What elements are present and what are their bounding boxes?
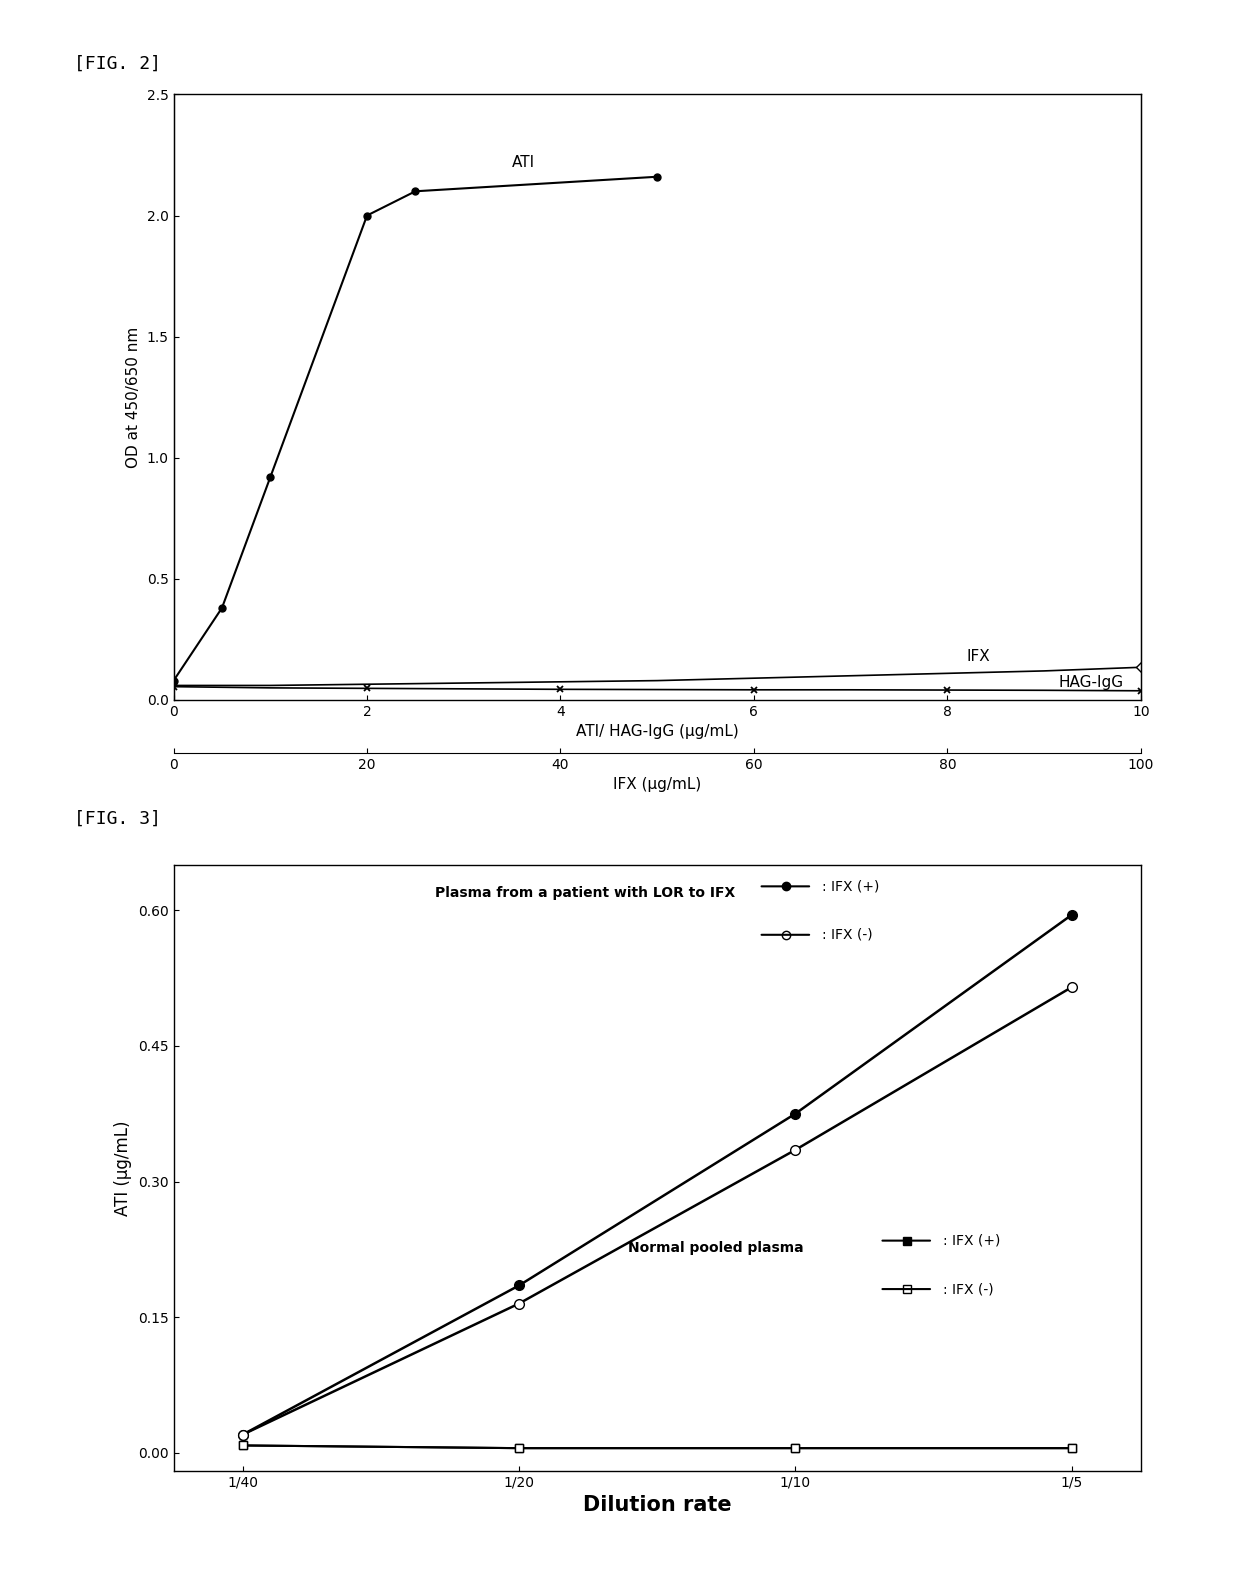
Text: HAG-IgG: HAG-IgG <box>1059 675 1123 689</box>
Y-axis label: OD at 450/650 nm: OD at 450/650 nm <box>126 327 141 467</box>
X-axis label: Dilution rate: Dilution rate <box>583 1496 732 1515</box>
Text: : IFX (+): : IFX (+) <box>942 1233 999 1247</box>
X-axis label: IFX (μg/mL): IFX (μg/mL) <box>613 777 702 793</box>
Text: [FIG. 3]: [FIG. 3] <box>74 810 161 827</box>
Text: Normal pooled plasma: Normal pooled plasma <box>629 1241 804 1255</box>
Text: [FIG. 2]: [FIG. 2] <box>74 55 161 72</box>
Text: : IFX (-): : IFX (-) <box>822 928 872 942</box>
X-axis label: ATI/ HAG-IgG (μg/mL): ATI/ HAG-IgG (μg/mL) <box>575 725 739 739</box>
Text: Plasma from a patient with LOR to IFX: Plasma from a patient with LOR to IFX <box>435 886 735 900</box>
Text: : IFX (-): : IFX (-) <box>942 1282 993 1296</box>
Text: : IFX (+): : IFX (+) <box>822 879 879 893</box>
Text: IFX: IFX <box>967 650 991 664</box>
Y-axis label: ATI (μg/mL): ATI (μg/mL) <box>114 1120 133 1216</box>
Text: ATI: ATI <box>512 156 536 170</box>
